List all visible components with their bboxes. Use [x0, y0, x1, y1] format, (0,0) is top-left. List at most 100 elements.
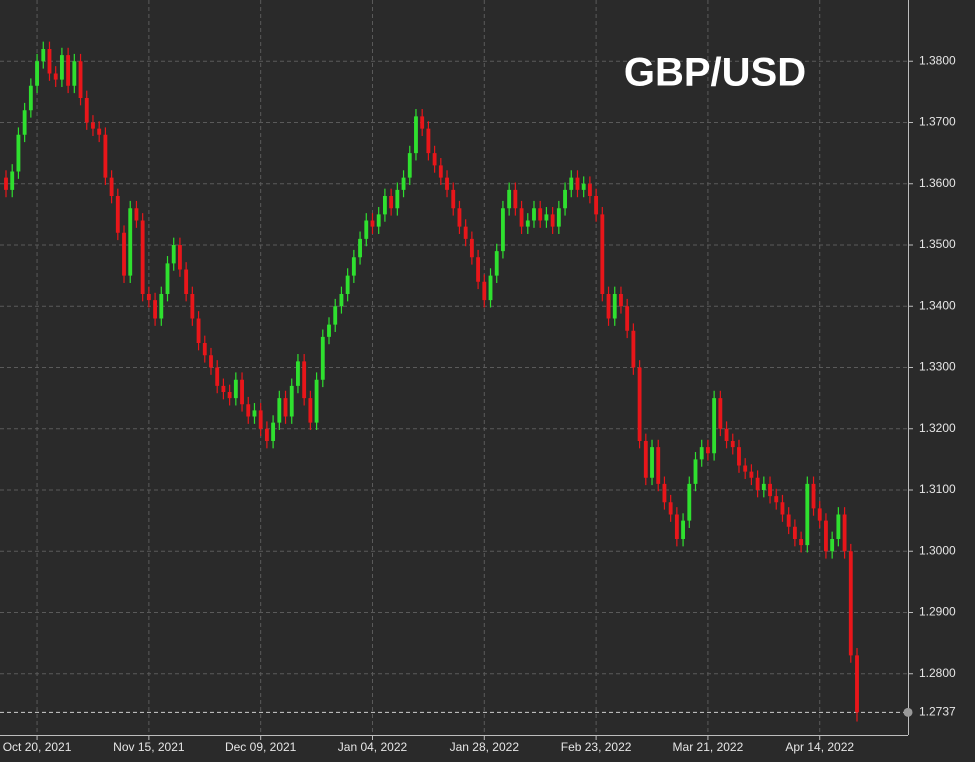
- candle-body: [221, 385, 226, 392]
- candle-body: [252, 410, 257, 417]
- x-tick-label: Nov 15, 2021: [113, 740, 185, 754]
- candle-body: [556, 208, 561, 227]
- candle-body: [364, 220, 369, 239]
- candle-body: [345, 275, 350, 294]
- candle-body: [550, 214, 555, 227]
- candle-body: [643, 441, 648, 478]
- y-tick-label: 1.3500: [919, 237, 956, 251]
- candle-body: [153, 300, 158, 319]
- candle-body: [749, 471, 754, 478]
- labels: 1.2800 1.2900 1.3000 1.3100 1.3200 1.3300 1.34…: [3, 53, 956, 754]
- last-price-label: 1.2737: [919, 705, 956, 719]
- candle-body: [525, 220, 530, 227]
- candle-body: [196, 318, 201, 343]
- candle-body: [134, 208, 139, 221]
- x-tick-label: Feb 23, 2022: [561, 740, 632, 754]
- candle-body: [774, 496, 779, 503]
- candle-body: [575, 177, 580, 190]
- candle-body: [84, 98, 89, 123]
- candle-body: [146, 294, 151, 301]
- candle-body: [687, 483, 692, 521]
- candle-body: [699, 447, 704, 460]
- x-tick-label: Apr 14, 2022: [785, 740, 854, 754]
- candle-body: [28, 85, 33, 111]
- candle-body: [569, 177, 574, 190]
- candle-body: [662, 483, 667, 503]
- candle-body: [302, 361, 307, 399]
- candle-body: [140, 220, 145, 294]
- candle-body: [743, 465, 748, 472]
- candle-body: [246, 404, 251, 417]
- candle-body: [432, 153, 437, 166]
- candle-body: [476, 257, 481, 282]
- candle-body: [171, 245, 176, 264]
- chart-title: GBP/USD: [624, 51, 806, 95]
- candle-body: [414, 116, 418, 154]
- candle-body: [619, 294, 623, 307]
- candle-body: [53, 73, 58, 80]
- candle-body: [594, 196, 599, 215]
- candle-body: [308, 398, 313, 423]
- candle-body: [451, 189, 456, 209]
- candle-body: [842, 514, 847, 552]
- candle-body: [811, 483, 816, 509]
- candle-body: [494, 251, 499, 276]
- candle-body: [445, 177, 449, 190]
- candle-body: [376, 214, 381, 227]
- y-tick-label: 1.3600: [919, 176, 956, 190]
- candle-body: [178, 245, 182, 270]
- candle-body: [233, 379, 238, 399]
- candle-body: [587, 183, 592, 196]
- candle-body: [41, 49, 46, 62]
- candle-body: [314, 379, 319, 423]
- candle-body: [780, 502, 785, 515]
- candle-body: [215, 367, 220, 386]
- candle-body: [799, 539, 804, 546]
- y-tick-label: 1.3000: [919, 543, 956, 557]
- candle-body: [457, 208, 462, 227]
- candle-body: [227, 392, 232, 399]
- candle-body: [190, 294, 195, 319]
- y-tick-label: 1.2900: [919, 605, 956, 619]
- candle-body: [327, 324, 331, 337]
- candle-body: [805, 483, 810, 546]
- candle-body: [606, 294, 611, 319]
- candle-body: [277, 398, 282, 423]
- candle-body: [724, 428, 729, 441]
- candle-body: [786, 514, 791, 527]
- candle-body: [78, 61, 83, 98]
- candle-body: [97, 128, 102, 135]
- x-tick-label: Jan 04, 2022: [338, 740, 408, 754]
- candle-body: [59, 55, 64, 80]
- candle-body: [848, 551, 853, 656]
- candle-body: [681, 520, 685, 539]
- candle-body: [296, 361, 300, 386]
- candle-body: [47, 49, 52, 74]
- candle-body: [395, 189, 400, 209]
- candle-body: [401, 177, 406, 190]
- candle-body: [581, 183, 586, 190]
- candle-body: [4, 177, 8, 190]
- candle-body: [339, 294, 344, 307]
- y-tick-label: 1.3300: [919, 360, 956, 374]
- candle-body: [668, 502, 673, 515]
- candle-body: [544, 214, 549, 221]
- candle-body: [320, 336, 325, 380]
- candle-body: [712, 398, 717, 454]
- candle-body: [612, 294, 617, 319]
- candle-body: [159, 294, 164, 319]
- candle-body: [351, 257, 356, 276]
- candle-body: [389, 196, 394, 209]
- y-tick-label: 1.3200: [919, 421, 956, 435]
- candle-body: [855, 655, 859, 713]
- candle-body: [631, 330, 636, 368]
- candle-body: [817, 508, 822, 521]
- y-tick-label: 1.2800: [919, 666, 956, 680]
- candle-body: [35, 61, 39, 86]
- candle-body: [109, 177, 114, 196]
- candle-body: [420, 116, 425, 129]
- candle-body: [792, 526, 797, 539]
- candle-body: [469, 238, 474, 258]
